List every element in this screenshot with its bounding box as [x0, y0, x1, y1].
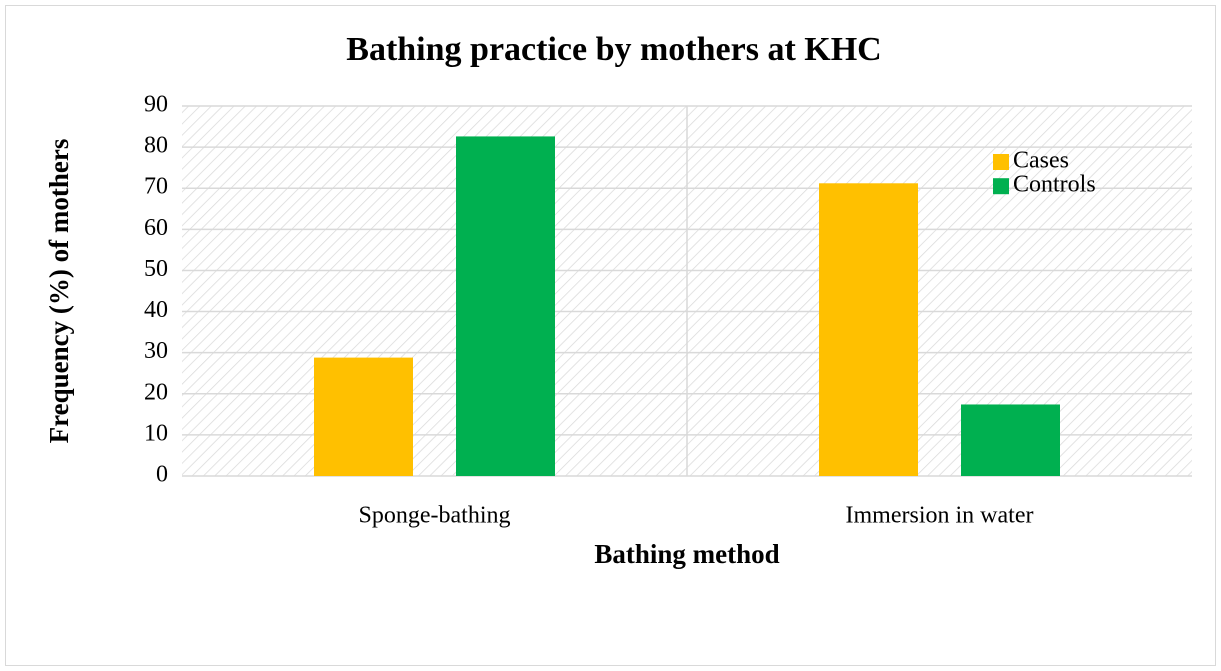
y-tick-label: 0: [156, 462, 168, 488]
legend-label: Cases: [1013, 148, 1069, 174]
legend-swatch: [993, 154, 1009, 170]
bar: [456, 136, 555, 476]
y-tick-label: 50: [144, 256, 168, 282]
y-tick-label: 20: [144, 379, 168, 405]
bar: [819, 183, 918, 477]
x-axis-title: Bathing method: [594, 539, 779, 569]
y-tick-label: 30: [144, 338, 168, 364]
x-tick-label: Sponge-bathing: [359, 503, 511, 529]
legend-swatch: [993, 178, 1009, 195]
bar: [314, 357, 413, 476]
y-tick-label: 80: [144, 133, 168, 159]
y-tick-label: 90: [144, 92, 168, 118]
y-tick-label: 10: [144, 420, 168, 446]
legend-label: Controls: [1013, 172, 1096, 198]
y-tick-label: 60: [144, 215, 168, 241]
x-tick-label: Immersion in water: [846, 503, 1034, 529]
chart-title: Bathing practice by mothers at KHC: [346, 31, 881, 68]
y-axis-title: Frequency (%) of mothers: [44, 139, 74, 444]
bar: [961, 404, 1060, 476]
y-tick-label: 40: [144, 297, 168, 323]
y-tick-label: 70: [144, 174, 168, 200]
